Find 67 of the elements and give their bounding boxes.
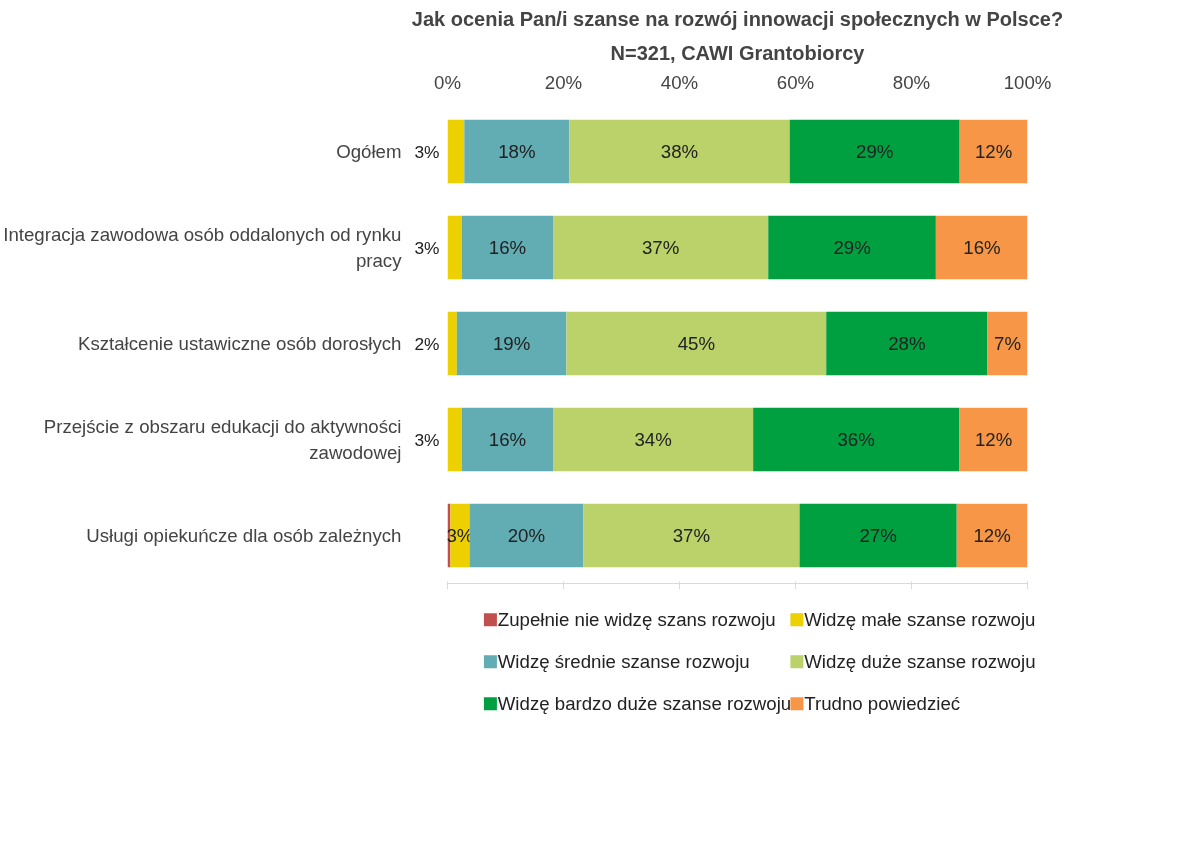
bar	[799, 503, 957, 568]
data-label: 45%	[677, 333, 715, 354]
y-tick-label: Przejście z obszaru edukacji do aktywności zawodowej	[43, 416, 402, 463]
bar	[447, 407, 462, 472]
x-tick-label: 60%	[776, 71, 815, 93]
legend-label: Widzę średnie szanse rozwoju	[497, 651, 750, 673]
x-tick-label: 40%	[660, 71, 699, 93]
bar	[566, 311, 827, 376]
bar	[987, 311, 1028, 376]
x-tick-label: 80%	[892, 71, 931, 93]
y-tick-label: Integracja zawodowa osób oddalonych od rynku pracy	[3, 224, 403, 271]
x-tick-label: 20%	[544, 71, 583, 93]
data-label: 18%	[498, 141, 536, 162]
data-label: 12%	[973, 525, 1011, 546]
bar	[959, 407, 1028, 472]
data-label: 16%	[488, 429, 527, 450]
bar	[462, 407, 554, 472]
legend-label: Zupełnie nie widzę szans rozwoju	[497, 609, 776, 631]
data-label: 7%	[994, 333, 1021, 354]
data-label: 3%	[414, 429, 440, 450]
bar	[447, 119, 465, 184]
bar	[569, 119, 790, 184]
data-label: 37%	[672, 525, 711, 546]
x-tick-label: 0%	[434, 71, 461, 93]
y-tick-label: Kształcenie ustawiczne osób dorosłych	[77, 333, 402, 354]
data-label: 16%	[488, 237, 527, 258]
data-label: 2%	[414, 333, 440, 354]
data-label: 20%	[507, 525, 546, 546]
data-label: 28%	[888, 333, 926, 354]
bar	[553, 215, 769, 280]
bar	[935, 215, 1028, 280]
legend-label: Widzę małe szanse rozwoju	[804, 609, 1036, 631]
bar	[462, 215, 554, 280]
bar	[553, 407, 754, 472]
legend-label: Widzę bardzo duże szanse rozwoju	[497, 693, 792, 715]
bar	[447, 311, 457, 376]
bar	[583, 503, 800, 568]
data-label: 12%	[974, 429, 1013, 450]
chart-title: Jak ocenia Pan/i szanse na rozwój innowacji społecznych w Polsce?	[411, 7, 1064, 30]
bar	[469, 503, 584, 568]
bar	[753, 407, 960, 472]
data-label: 29%	[856, 141, 894, 162]
y-tick-label: Usługi opiekuńcze dla osób zależnych	[86, 525, 402, 546]
data-label: 3%	[414, 237, 440, 258]
y-tick-label: Ogółem	[336, 141, 402, 162]
x-tick-label: 100%	[1003, 71, 1052, 93]
data-label: 16%	[963, 237, 1001, 258]
data-label: 12%	[974, 141, 1013, 162]
bar	[447, 215, 462, 280]
data-label: 29%	[833, 237, 871, 258]
bar	[956, 503, 1028, 568]
bar	[959, 119, 1028, 184]
data-label: 34%	[634, 429, 672, 450]
bar	[456, 311, 567, 376]
bar	[464, 119, 570, 184]
legend-label: Trudno powiedzieć	[804, 693, 961, 715]
data-label: 37%	[641, 237, 680, 258]
bar	[789, 119, 960, 184]
bar	[768, 215, 936, 280]
data-label: 36%	[837, 429, 875, 450]
data-label: 19%	[492, 333, 531, 354]
data-label: 3%	[414, 141, 440, 162]
data-label: 38%	[660, 141, 699, 162]
bar	[826, 311, 988, 376]
chart-subtitle: N=321, CAWI Grantobiorcy	[610, 41, 866, 64]
legend-label: Widzę duże szanse rozwoju	[804, 651, 1036, 673]
data-label: 27%	[859, 525, 897, 546]
